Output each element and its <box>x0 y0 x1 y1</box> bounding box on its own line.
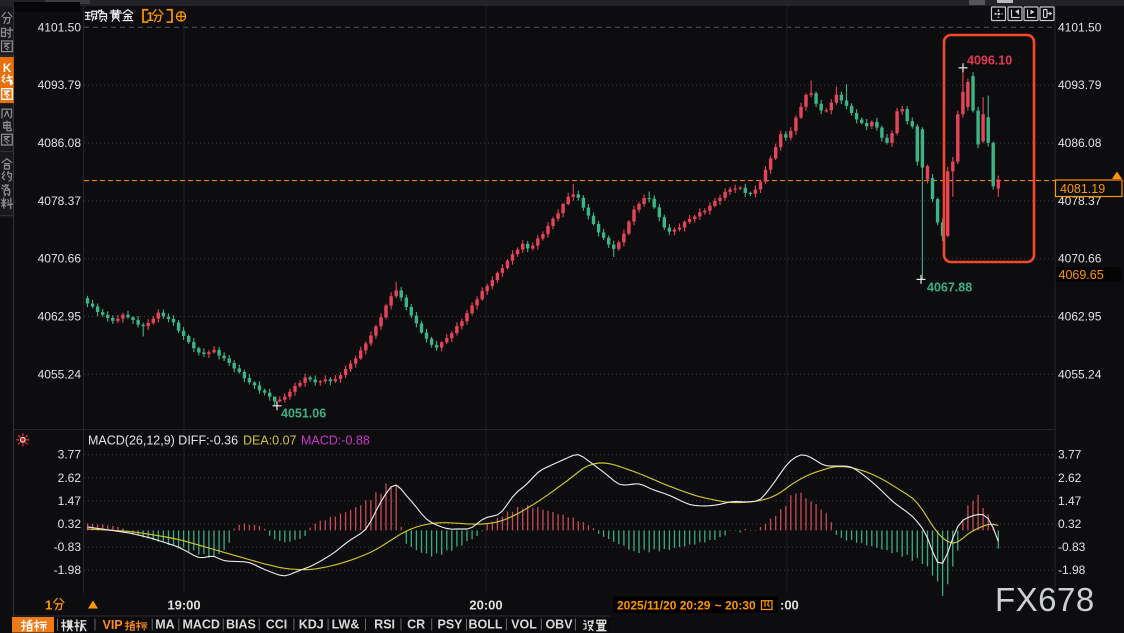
svg-text:4062.95: 4062.95 <box>1058 310 1102 324</box>
svg-text:LW&: LW& <box>332 618 360 632</box>
svg-text:4078.37: 4078.37 <box>1058 194 1102 208</box>
svg-text:4096.10: 4096.10 <box>967 54 1012 68</box>
svg-text:BOLL: BOLL <box>468 618 502 632</box>
svg-text:2.62: 2.62 <box>58 471 82 485</box>
svg-text:4093.79: 4093.79 <box>1058 78 1102 92</box>
svg-text:4067.88: 4067.88 <box>927 281 972 295</box>
svg-text:3.77: 3.77 <box>1058 448 1082 462</box>
svg-text:MACD(26,12,9) DIFF:-0.36: MACD(26,12,9) DIFF:-0.36 <box>88 434 238 448</box>
svg-text:4062.95: 4062.95 <box>38 310 82 324</box>
svg-text:4081.19: 4081.19 <box>1060 182 1105 196</box>
svg-text:-0.83: -0.83 <box>1058 540 1086 554</box>
svg-text:4086.08: 4086.08 <box>38 136 82 150</box>
svg-text:BIAS: BIAS <box>226 618 256 632</box>
svg-text:20:30: 20:30 <box>725 599 756 613</box>
svg-text:4086.08: 4086.08 <box>1058 136 1102 150</box>
svg-text:1.47: 1.47 <box>58 494 82 508</box>
svg-text:4070.66: 4070.66 <box>38 252 82 266</box>
svg-text:CR: CR <box>407 618 425 632</box>
svg-text:2025/11/20 20:29: 2025/11/20 20:29 <box>617 599 711 613</box>
svg-text:4069.65: 4069.65 <box>1059 268 1104 282</box>
svg-text:-0.83: -0.83 <box>54 540 82 554</box>
svg-text:VOL: VOL <box>511 618 537 632</box>
svg-text:-1.98: -1.98 <box>54 563 82 577</box>
svg-text:VIP: VIP <box>103 618 123 632</box>
svg-text:KDJ: KDJ <box>299 618 324 632</box>
svg-text:4093.79: 4093.79 <box>38 78 82 92</box>
svg-text:4078.37: 4078.37 <box>38 194 82 208</box>
svg-text:-1.98: -1.98 <box>1058 563 1086 577</box>
svg-text:PSY: PSY <box>437 618 463 632</box>
svg-text:4055.24: 4055.24 <box>1058 367 1102 381</box>
svg-text:MA: MA <box>155 618 174 632</box>
svg-text:4101.50: 4101.50 <box>1058 20 1102 34</box>
svg-text:FX678: FX678 <box>995 581 1095 618</box>
svg-text:1: 1 <box>45 598 52 613</box>
svg-text:OBV: OBV <box>545 618 573 632</box>
svg-text:MACD: MACD <box>182 618 220 632</box>
svg-text:CCI: CCI <box>266 618 288 632</box>
svg-text:4101.50: 4101.50 <box>38 20 82 34</box>
svg-text:3.77: 3.77 <box>58 448 82 462</box>
svg-text:19:00: 19:00 <box>167 598 200 613</box>
svg-text:4070.66: 4070.66 <box>1058 252 1102 266</box>
svg-text:4055.24: 4055.24 <box>38 367 82 381</box>
svg-text:K: K <box>3 63 12 75</box>
svg-text:~: ~ <box>715 599 722 613</box>
svg-text:DEA:0.07: DEA:0.07 <box>243 434 297 448</box>
svg-text:0.32: 0.32 <box>1058 517 1082 531</box>
svg-text::00: :00 <box>780 598 799 613</box>
svg-text:4051.06: 4051.06 <box>281 407 326 421</box>
svg-text:1.47: 1.47 <box>1058 494 1082 508</box>
svg-text:RSI: RSI <box>374 618 395 632</box>
svg-text:MACD:-0.88: MACD:-0.88 <box>301 434 370 448</box>
svg-text:20:00: 20:00 <box>469 598 502 613</box>
svg-text:2.62: 2.62 <box>1058 471 1082 485</box>
svg-text:0.32: 0.32 <box>58 517 82 531</box>
svg-text:1: 1 <box>147 10 154 24</box>
